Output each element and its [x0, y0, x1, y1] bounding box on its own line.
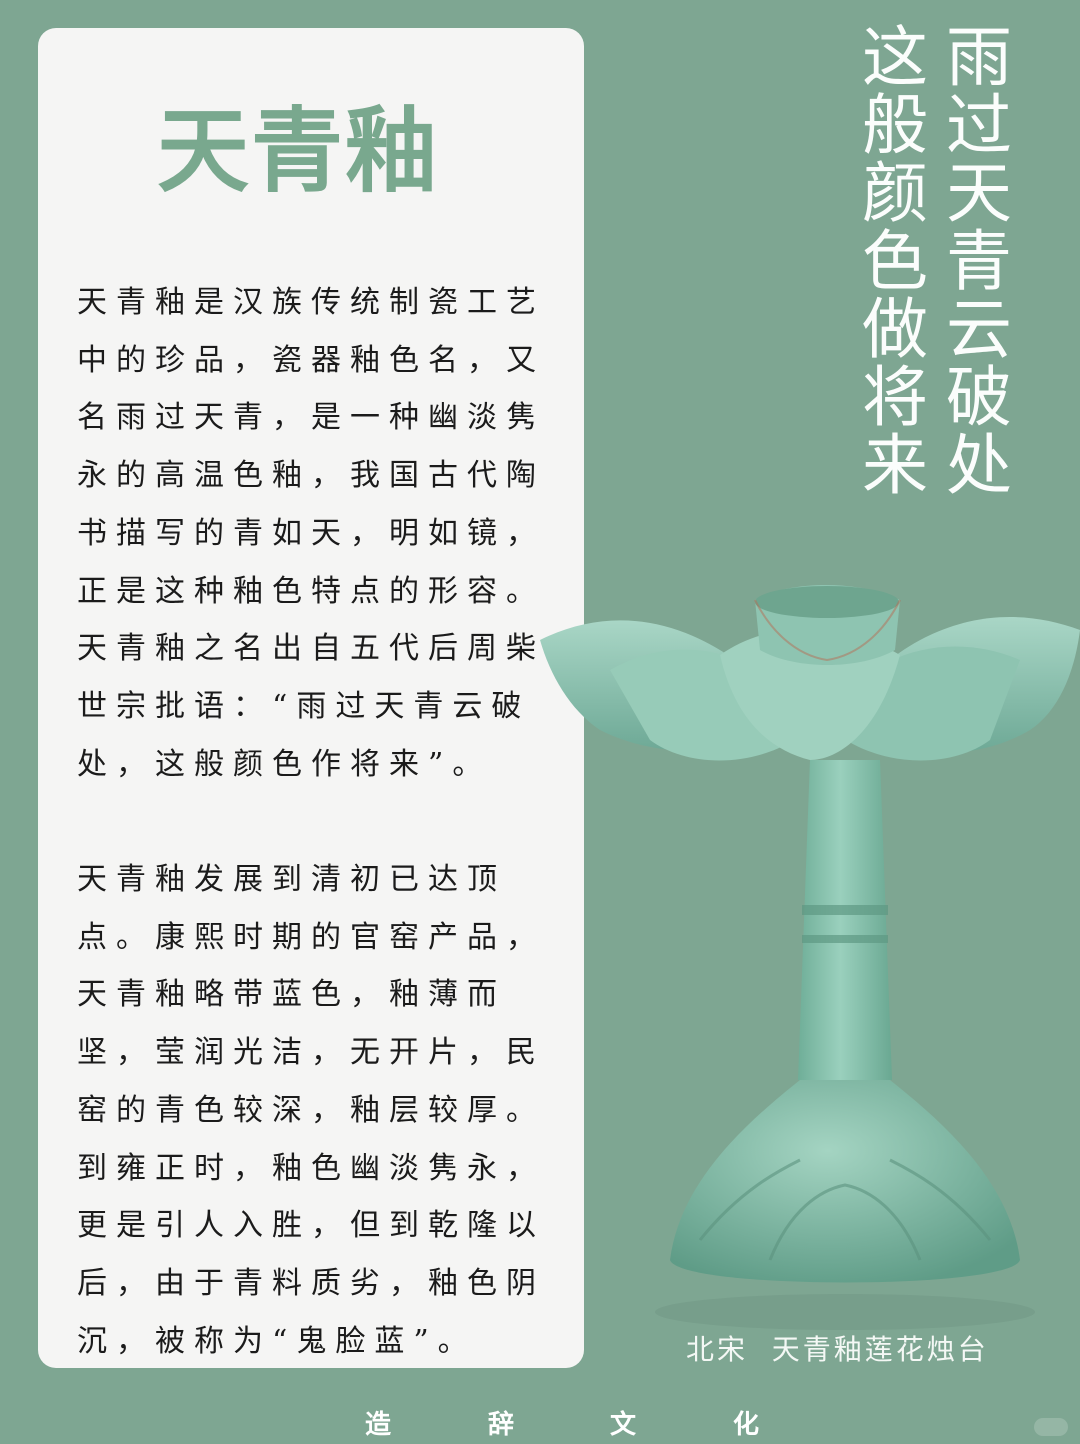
footer-brand: 造 辞 文 化	[0, 1406, 1080, 1444]
page-title: 天青釉	[156, 98, 439, 205]
lotus-candlestick-image	[540, 585, 1080, 1330]
text-card: 天青釉 天青釉是汉族传统制瓷工艺 中的珍品，瓷器釉色名，又 名雨过天青，是一种幽…	[38, 28, 584, 1368]
poem-line-1: 雨过天青云破处	[935, 22, 1012, 498]
poem-line-2: 这般颜色做将来	[851, 22, 928, 498]
footer-char-1: 造	[365, 1410, 392, 1440]
footer-char-4: 化	[733, 1410, 760, 1440]
description-paragraph-1: 天青釉是汉族传统制瓷工艺 中的珍品，瓷器釉色名，又 名雨过天青，是一种幽淡隽 永…	[77, 285, 545, 782]
footer-char-3: 文	[610, 1410, 637, 1440]
watermark-badge	[1034, 1418, 1068, 1436]
description: 天青釉是汉族传统制瓷工艺 中的珍品，瓷器釉色名，又 名雨过天青，是一种幽淡隽 永…	[77, 274, 547, 1368]
footer-char-2: 辞	[488, 1410, 515, 1440]
description-paragraph-2: 天青釉发展到清初已达顶 点。康熙时期的官窑产品， 天青釉略带蓝色，釉薄而 坚，莹…	[77, 862, 545, 1359]
artifact-caption: 北宋 天青釉莲花烛台	[686, 1333, 989, 1366]
